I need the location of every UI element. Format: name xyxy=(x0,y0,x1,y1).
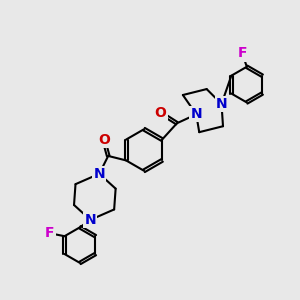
Text: N: N xyxy=(94,167,105,181)
Text: F: F xyxy=(45,226,54,240)
Text: O: O xyxy=(98,133,110,147)
Text: N: N xyxy=(190,107,202,121)
Text: O: O xyxy=(155,106,167,120)
Text: N: N xyxy=(85,213,96,227)
Text: F: F xyxy=(238,46,247,60)
Text: N: N xyxy=(216,97,227,111)
